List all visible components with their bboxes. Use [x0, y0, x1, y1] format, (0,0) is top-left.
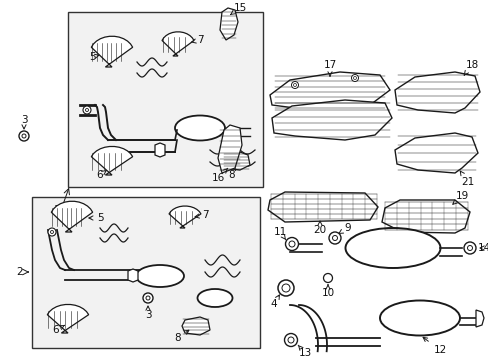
Ellipse shape: [22, 134, 26, 138]
Ellipse shape: [50, 230, 53, 234]
Polygon shape: [394, 72, 479, 113]
Polygon shape: [271, 100, 391, 140]
Polygon shape: [182, 317, 209, 335]
Text: 2: 2: [17, 267, 23, 277]
Ellipse shape: [351, 75, 358, 81]
Text: 18: 18: [463, 60, 478, 75]
Ellipse shape: [48, 228, 56, 236]
Text: 4: 4: [270, 295, 279, 309]
Ellipse shape: [19, 131, 29, 141]
Ellipse shape: [332, 235, 337, 240]
Ellipse shape: [278, 280, 293, 296]
Polygon shape: [381, 200, 469, 233]
Polygon shape: [218, 125, 242, 173]
Text: 16: 16: [211, 168, 227, 183]
Text: 7: 7: [191, 35, 203, 45]
Polygon shape: [128, 269, 138, 282]
Text: 6: 6: [53, 325, 64, 335]
Bar: [32, 197, 260, 348]
Ellipse shape: [136, 265, 183, 287]
Polygon shape: [91, 147, 132, 175]
Text: 8: 8: [228, 166, 235, 180]
Ellipse shape: [467, 246, 471, 251]
Text: 13: 13: [298, 345, 311, 358]
Ellipse shape: [287, 337, 293, 343]
Ellipse shape: [282, 284, 289, 292]
Ellipse shape: [85, 108, 88, 112]
Ellipse shape: [284, 333, 297, 346]
Ellipse shape: [285, 238, 298, 251]
Polygon shape: [47, 305, 88, 333]
Polygon shape: [51, 201, 93, 232]
Ellipse shape: [142, 293, 153, 303]
Polygon shape: [155, 143, 164, 157]
Text: 9: 9: [338, 223, 350, 233]
Text: 15: 15: [230, 3, 246, 15]
Ellipse shape: [463, 242, 475, 254]
Text: 17: 17: [323, 60, 336, 76]
Ellipse shape: [345, 228, 440, 268]
Ellipse shape: [288, 241, 294, 247]
Polygon shape: [222, 152, 249, 170]
Ellipse shape: [146, 296, 150, 300]
Ellipse shape: [197, 289, 232, 307]
Text: 10: 10: [321, 285, 334, 298]
Ellipse shape: [175, 116, 224, 140]
Polygon shape: [267, 192, 377, 222]
Text: 5: 5: [88, 52, 99, 62]
Polygon shape: [269, 72, 389, 112]
Text: 21: 21: [459, 171, 474, 187]
Polygon shape: [169, 206, 201, 228]
Ellipse shape: [83, 106, 91, 114]
Polygon shape: [220, 8, 238, 40]
Text: 11: 11: [273, 227, 286, 240]
Text: 8: 8: [174, 330, 188, 343]
Ellipse shape: [323, 274, 332, 283]
Text: 19: 19: [452, 191, 468, 204]
Text: 6: 6: [97, 170, 106, 180]
Ellipse shape: [353, 77, 356, 80]
Bar: [68, 12, 263, 187]
Polygon shape: [91, 36, 132, 67]
Ellipse shape: [328, 232, 340, 244]
Text: 20: 20: [313, 221, 326, 235]
Text: 3: 3: [144, 306, 151, 320]
Text: 14: 14: [476, 243, 488, 253]
Polygon shape: [394, 133, 477, 173]
Text: 7: 7: [195, 210, 208, 220]
Ellipse shape: [293, 84, 296, 86]
Polygon shape: [475, 310, 483, 327]
Text: 12: 12: [422, 337, 446, 355]
Ellipse shape: [379, 301, 459, 336]
Polygon shape: [162, 32, 194, 56]
Text: 3: 3: [20, 115, 27, 129]
Text: 1: 1: [54, 205, 60, 215]
Text: 5: 5: [89, 213, 103, 223]
Ellipse shape: [291, 81, 298, 89]
